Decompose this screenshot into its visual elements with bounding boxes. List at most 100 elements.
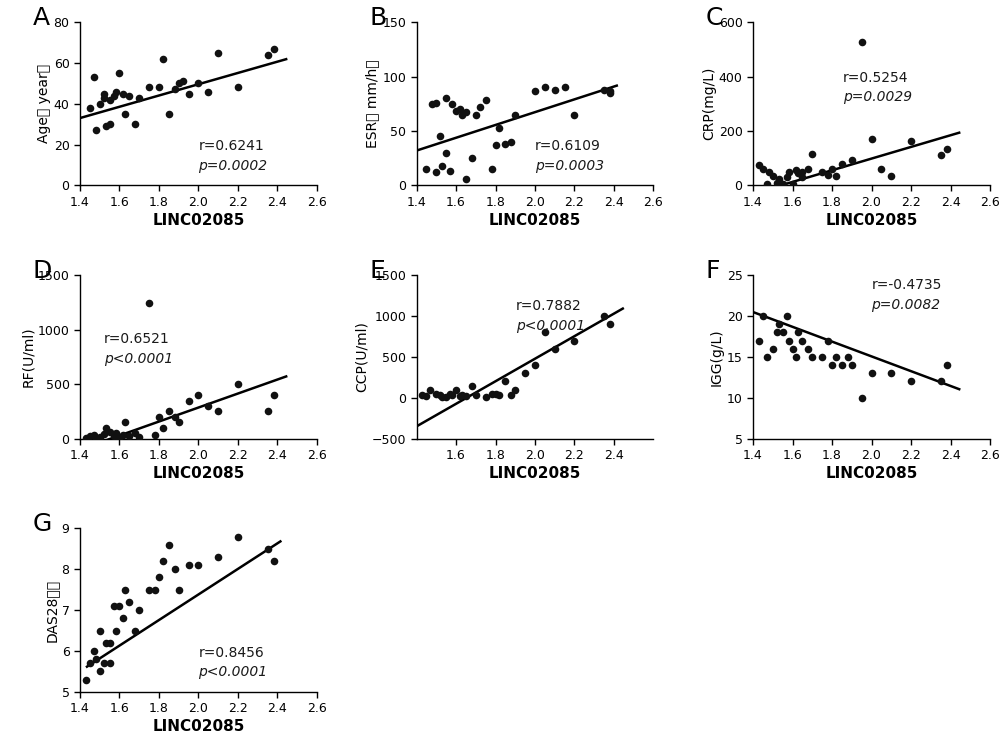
Point xyxy=(785,343,801,355)
X-axis label: LINC02085: LINC02085 xyxy=(825,213,918,228)
Point xyxy=(537,82,553,93)
Point xyxy=(210,47,226,59)
Point xyxy=(452,103,468,115)
Point xyxy=(602,319,618,330)
Point xyxy=(82,657,98,669)
Point xyxy=(131,431,147,443)
Text: r=0.6241: r=0.6241 xyxy=(198,139,264,153)
Point xyxy=(438,93,454,105)
Point xyxy=(86,71,102,83)
Point xyxy=(824,359,840,371)
Point xyxy=(464,152,480,164)
Point xyxy=(121,431,137,442)
Point xyxy=(454,389,470,401)
Point xyxy=(488,139,504,151)
Y-axis label: IGG(g/L): IGG(g/L) xyxy=(710,328,724,386)
Point xyxy=(424,98,440,110)
Point xyxy=(794,335,810,347)
Point xyxy=(428,166,444,178)
Point xyxy=(800,163,816,175)
Point xyxy=(491,389,507,401)
Point xyxy=(854,392,870,403)
Point xyxy=(190,77,206,89)
Point xyxy=(497,375,513,387)
Point xyxy=(458,390,474,402)
Point xyxy=(755,163,771,175)
Point xyxy=(484,388,500,400)
Point xyxy=(151,411,167,422)
Point xyxy=(102,637,118,648)
Text: r=0.6109: r=0.6109 xyxy=(535,139,601,153)
Point xyxy=(117,584,133,595)
Point xyxy=(266,389,282,401)
Point xyxy=(161,108,177,120)
Point xyxy=(507,109,523,121)
Point xyxy=(96,88,112,99)
Text: r=0.6521: r=0.6521 xyxy=(104,332,169,346)
Text: p=0.0002: p=0.0002 xyxy=(198,159,268,173)
Point xyxy=(765,170,781,182)
Point xyxy=(834,158,850,169)
Text: D: D xyxy=(33,259,52,283)
Point xyxy=(478,95,494,107)
Y-axis label: CCP(U/ml): CCP(U/ml) xyxy=(355,322,369,392)
Point xyxy=(503,389,519,401)
Point xyxy=(78,673,94,685)
Point xyxy=(781,166,797,177)
Point xyxy=(939,359,955,371)
Text: E: E xyxy=(369,259,385,283)
Text: C: C xyxy=(706,6,723,29)
Point xyxy=(765,343,781,355)
Point xyxy=(92,98,108,110)
Point xyxy=(438,391,454,403)
Point xyxy=(484,163,500,175)
Point xyxy=(444,98,460,110)
Point xyxy=(448,105,464,117)
Point xyxy=(814,351,830,363)
Point xyxy=(442,388,458,400)
Point xyxy=(566,109,582,121)
Point xyxy=(418,163,434,175)
Point xyxy=(434,391,450,403)
Point xyxy=(751,335,767,347)
Point xyxy=(260,543,276,555)
Point xyxy=(111,67,127,79)
Point xyxy=(448,383,464,395)
Point xyxy=(88,124,104,136)
Point xyxy=(121,596,137,608)
Point xyxy=(804,351,820,363)
Point xyxy=(800,343,816,355)
Point xyxy=(790,327,806,339)
Point xyxy=(452,390,468,402)
Point xyxy=(864,133,880,145)
Point xyxy=(596,311,612,322)
Point xyxy=(527,85,543,96)
Point xyxy=(260,406,276,417)
Point xyxy=(98,637,114,648)
Point xyxy=(844,154,860,166)
Point xyxy=(458,107,474,118)
Y-axis label: Age（ year）: Age（ year） xyxy=(37,64,51,144)
Point xyxy=(488,388,504,400)
Point xyxy=(432,130,448,142)
Point xyxy=(86,430,102,442)
Point xyxy=(96,657,112,669)
Point xyxy=(468,389,484,401)
Point xyxy=(171,77,187,89)
Point xyxy=(903,375,919,387)
Point xyxy=(171,584,187,595)
Point xyxy=(141,297,157,308)
Point xyxy=(181,559,197,571)
Point xyxy=(115,430,131,442)
Y-axis label: CRP(mg/L): CRP(mg/L) xyxy=(702,67,716,141)
Text: B: B xyxy=(369,6,386,29)
Point xyxy=(82,431,98,442)
Point xyxy=(820,169,836,180)
Point xyxy=(804,148,820,160)
Point xyxy=(602,87,618,99)
Point xyxy=(434,160,450,171)
Point xyxy=(190,389,206,401)
Point xyxy=(106,90,122,102)
Point xyxy=(151,572,167,584)
Point xyxy=(141,82,157,93)
